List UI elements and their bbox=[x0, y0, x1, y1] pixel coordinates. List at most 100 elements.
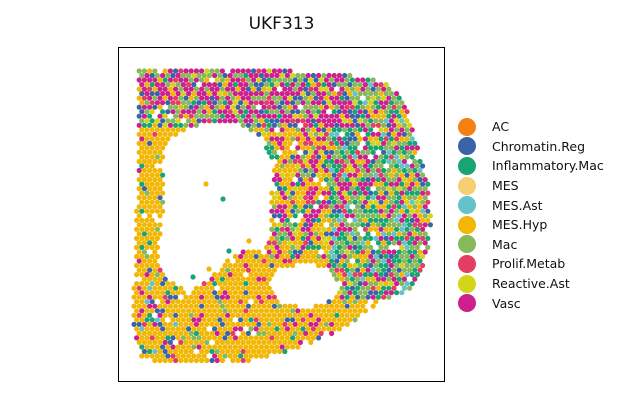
spot-point bbox=[274, 109, 280, 115]
spot-point bbox=[183, 303, 189, 309]
spot-point bbox=[308, 86, 314, 92]
spot-point bbox=[388, 91, 394, 97]
spot-point bbox=[334, 267, 340, 273]
spot-point bbox=[266, 77, 272, 83]
spot-point bbox=[173, 122, 179, 128]
spot-point bbox=[219, 104, 225, 110]
spot-point bbox=[386, 222, 392, 228]
spot-point bbox=[334, 258, 340, 264]
spot-point bbox=[157, 222, 163, 228]
spot-point bbox=[342, 199, 348, 205]
spot-point bbox=[373, 299, 379, 305]
spot-point bbox=[329, 267, 335, 273]
spot-point bbox=[167, 86, 173, 92]
spot-point bbox=[284, 344, 290, 350]
spot-point bbox=[331, 190, 337, 196]
spot-point bbox=[401, 122, 407, 128]
spot-point bbox=[139, 127, 145, 133]
spot-point bbox=[271, 140, 277, 146]
spot-point bbox=[212, 281, 218, 287]
spot-point bbox=[266, 131, 272, 137]
spot-point bbox=[349, 149, 355, 155]
spot-point bbox=[321, 253, 327, 260]
spot-point bbox=[282, 303, 288, 309]
spot-point bbox=[303, 113, 309, 119]
spot-point bbox=[149, 190, 155, 196]
spot-point bbox=[277, 177, 283, 183]
spot-point bbox=[292, 258, 298, 264]
spot-point bbox=[378, 118, 384, 124]
spot-point bbox=[282, 131, 288, 137]
spot-point bbox=[388, 109, 394, 115]
spot-point bbox=[292, 339, 298, 345]
spot-point bbox=[323, 131, 329, 137]
spot-point bbox=[136, 285, 142, 291]
spot-point bbox=[258, 91, 264, 97]
spot-point bbox=[326, 208, 332, 214]
spot-point bbox=[279, 308, 285, 314]
spot-point bbox=[360, 149, 366, 155]
spot-point bbox=[422, 186, 428, 192]
spot-point bbox=[269, 344, 275, 350]
spot-point bbox=[394, 127, 400, 133]
spot-point bbox=[331, 100, 337, 106]
spot-point bbox=[271, 122, 277, 128]
spot-point bbox=[264, 272, 270, 278]
spot-point bbox=[417, 167, 423, 174]
spot-point bbox=[373, 262, 379, 269]
spot-point bbox=[323, 303, 329, 309]
spot-point bbox=[214, 348, 220, 355]
spot-point bbox=[165, 281, 171, 287]
spot-point bbox=[162, 312, 168, 318]
spot-point bbox=[420, 172, 426, 178]
spot-point bbox=[396, 195, 402, 201]
spot-point bbox=[217, 100, 223, 106]
spot-point bbox=[193, 122, 199, 128]
spot-point bbox=[326, 172, 332, 178]
spot-point bbox=[352, 272, 358, 278]
spot-point bbox=[258, 308, 264, 314]
spot-point bbox=[347, 308, 353, 314]
spot-point bbox=[391, 285, 397, 291]
spot-point bbox=[342, 226, 348, 232]
spot-point bbox=[274, 244, 280, 250]
spot-point bbox=[420, 235, 426, 241]
spot-point bbox=[297, 140, 303, 146]
spot-point bbox=[160, 100, 166, 106]
spot-point bbox=[292, 222, 298, 228]
spot-point bbox=[139, 344, 145, 350]
spot-point bbox=[209, 357, 215, 364]
legend-marker bbox=[458, 117, 476, 136]
spot-point bbox=[219, 312, 225, 318]
spot-point bbox=[381, 86, 387, 92]
spot-point bbox=[360, 213, 366, 219]
spot-point bbox=[284, 199, 290, 205]
spot-point bbox=[401, 276, 407, 282]
spot-point bbox=[287, 77, 293, 83]
spot-point bbox=[279, 72, 285, 79]
spot-point bbox=[420, 253, 426, 260]
spot-point bbox=[357, 262, 363, 269]
spot-point bbox=[383, 118, 389, 124]
spot-point bbox=[243, 100, 249, 106]
spot-point bbox=[240, 321, 246, 327]
spot-point bbox=[219, 113, 225, 119]
spot-point bbox=[271, 294, 277, 300]
spot-point bbox=[141, 294, 147, 300]
spot-point bbox=[188, 294, 194, 300]
spot-point bbox=[167, 285, 173, 291]
spot-point bbox=[316, 109, 322, 115]
spot-point bbox=[349, 140, 355, 146]
spot-point bbox=[290, 308, 296, 314]
spot-point bbox=[165, 72, 171, 79]
spot-point bbox=[206, 344, 212, 350]
spot-point bbox=[225, 339, 231, 345]
spot-point bbox=[339, 240, 345, 246]
spot-point bbox=[321, 145, 327, 151]
spot-point bbox=[173, 348, 179, 355]
spot-point bbox=[323, 204, 329, 210]
spot-point bbox=[339, 104, 345, 110]
spot-point bbox=[318, 204, 324, 210]
spot-point bbox=[160, 299, 166, 305]
spot-point bbox=[256, 95, 262, 101]
